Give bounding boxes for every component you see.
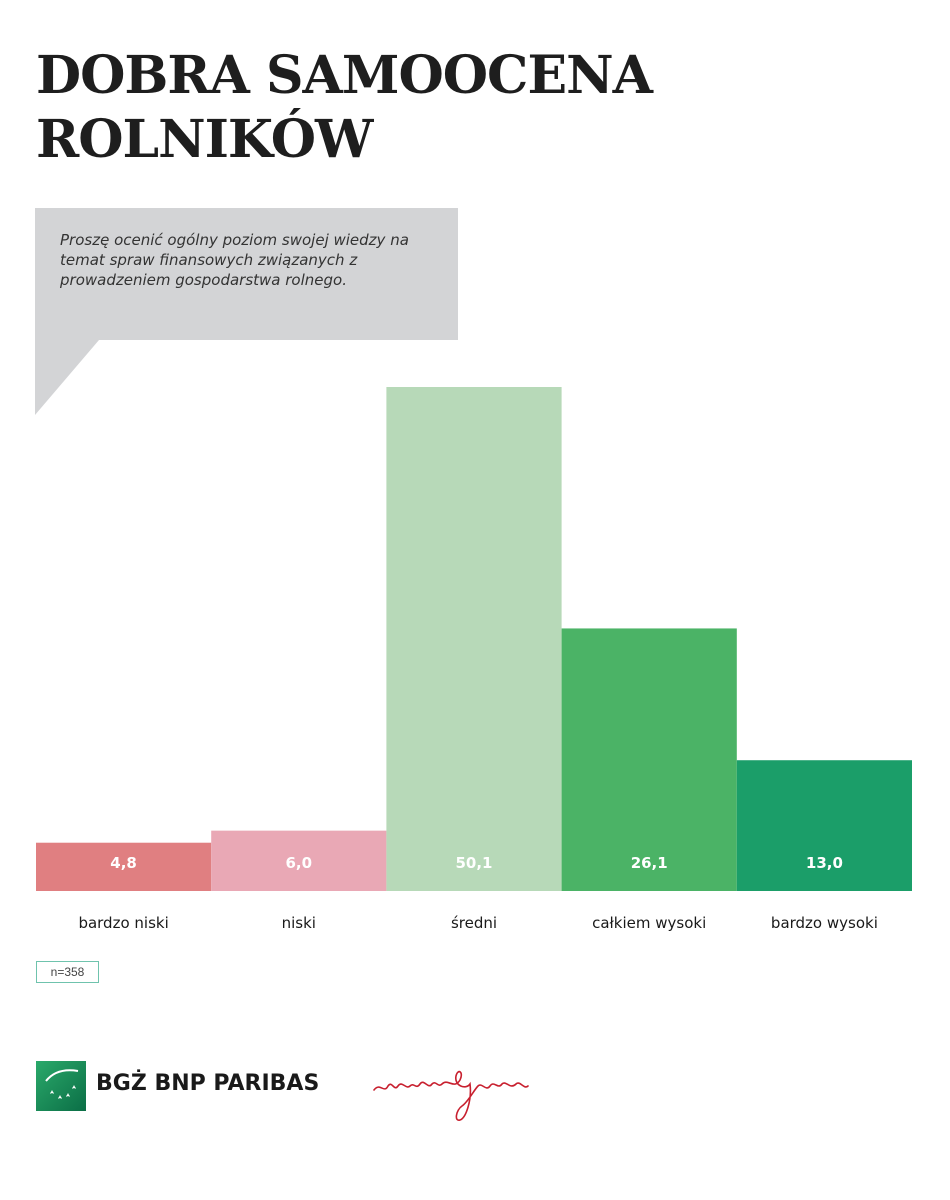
bank-logo: BGŻ BNP PARIBAS xyxy=(36,1061,346,1111)
question-text: Proszę ocenić ogólny poziom swojej wiedz… xyxy=(60,231,409,289)
bar-value-label: 50,1 xyxy=(455,854,492,872)
category-label: całkiem wysoki xyxy=(592,914,706,932)
question-bubble: Proszę ocenić ogólny poziom swojej wiedz… xyxy=(35,208,458,415)
category-label: bardzo wysoki xyxy=(771,914,878,932)
bnp-stars-icon xyxy=(36,1061,86,1111)
bar-chart: 4,8 bardzo niski 6,0 niski 50,1 średni 26,1 cał… xyxy=(36,387,912,932)
bar-4 xyxy=(736,760,912,891)
bar-2 xyxy=(386,387,562,891)
category-label: bardzo niski xyxy=(78,914,168,932)
bar-0 xyxy=(36,842,212,891)
bar-value-label: 13,0 xyxy=(806,854,843,872)
category-label: średni xyxy=(451,914,497,932)
bar-3 xyxy=(561,628,737,891)
bank-name: BGŻ BNP PARIBAS xyxy=(96,1071,320,1096)
chart-title: DOBRA SAMOOCENA ROLNIKÓW xyxy=(36,45,653,170)
martin-jacob-logo xyxy=(373,1070,529,1121)
bar-value-label: 6,0 xyxy=(286,854,313,872)
speech-bubble-shape xyxy=(35,208,458,415)
bar-1 xyxy=(211,830,387,891)
bar-value-label: 26,1 xyxy=(631,854,668,872)
bar-value-label: 4,8 xyxy=(110,854,137,872)
sample-size-label: n=358 xyxy=(36,961,99,983)
category-label: niski xyxy=(282,914,316,932)
